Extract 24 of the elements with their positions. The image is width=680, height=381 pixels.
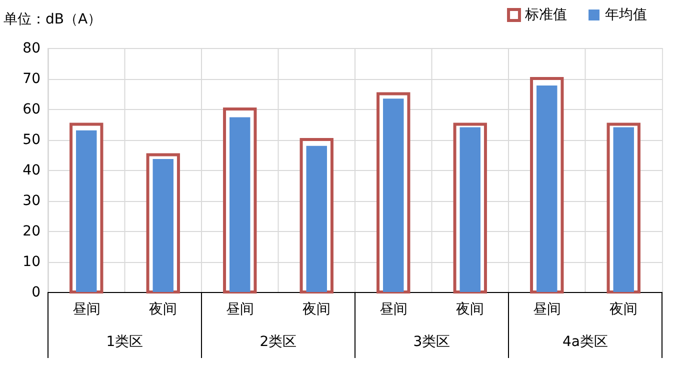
text: 3类区 [413, 334, 450, 350]
y-axis-title: 单位：dB（A） [4, 12, 102, 28]
x-tick-label: 昼间 [226, 302, 254, 318]
y-tick-label: 0 [32, 284, 40, 300]
legend-label: 标准值 [524, 7, 567, 23]
y-tick-label: 60 [22, 102, 40, 118]
y-tick-label: 70 [22, 71, 40, 87]
y-tick-label: 80 [22, 40, 40, 56]
x-tick-label: 夜间 [149, 302, 178, 318]
x-tick-label: 昼间 [532, 302, 561, 318]
x-tick-label: 昼间 [72, 302, 100, 318]
y-tick-label: 40 [22, 162, 40, 178]
y-tick-label: 20 [22, 224, 40, 240]
y-tick-label: 10 [22, 254, 40, 270]
legend-label: 年均值 [605, 7, 647, 23]
x-tick-label: 夜间 [610, 302, 638, 318]
y-tick-label: 50 [22, 132, 40, 148]
y-tick-label: 30 [22, 193, 40, 209]
text: 4a类区 [562, 334, 608, 350]
x-tick-label: 昼间 [379, 302, 408, 318]
text: 1类区 [106, 334, 144, 350]
x-tick-label: 夜间 [302, 302, 331, 318]
x-tick-label: 夜间 [456, 302, 484, 318]
text: 2类区 [260, 334, 297, 350]
